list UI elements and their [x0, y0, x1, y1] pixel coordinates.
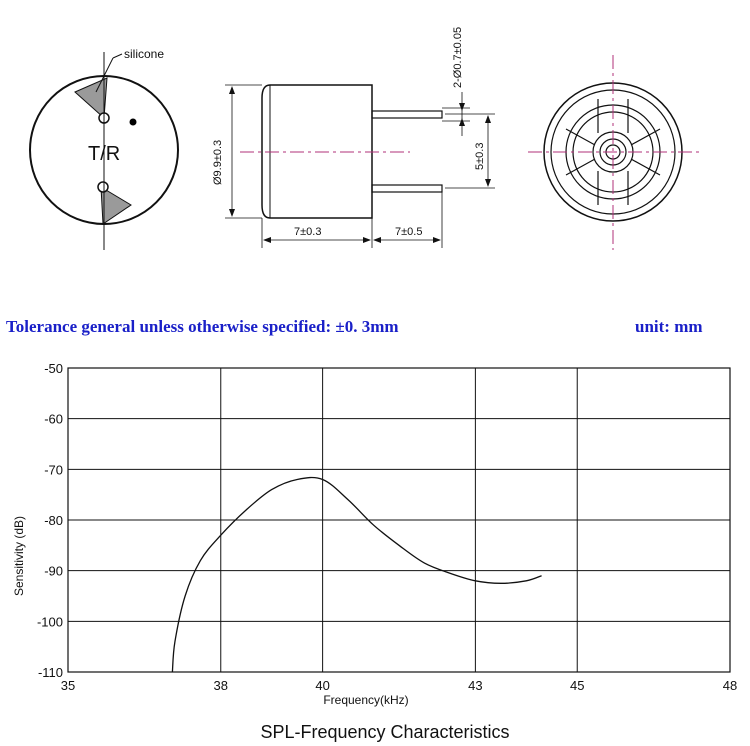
x-tick-label: 43: [468, 678, 482, 693]
tr-label: T/R: [88, 143, 120, 165]
x-axis-label: Frequency(kHz): [323, 693, 408, 707]
x-tick-label: 45: [570, 678, 584, 693]
plot-frame: [67, 367, 731, 673]
y-axis-label: Sensitivity (dB): [12, 516, 26, 596]
chart-grid: [67, 367, 731, 673]
x-tick-labels: 35 38 40 43 45 48: [61, 678, 737, 693]
x-tick-label: 35: [61, 678, 75, 693]
pin-hole-bottom: [97, 181, 109, 193]
dim-pin-spacing: 5±0.3: [474, 143, 486, 170]
y-tick-label: -100: [37, 614, 63, 629]
spl-frequency-chart: -50 -60 -70 -80 -90 -100 -110 35 38 40 43 45 48 Fre…: [12, 361, 737, 742]
dim-pin-diameter: 2-Ø0.7±0.05: [452, 27, 464, 88]
y-tick-label: -70: [44, 462, 63, 477]
y-tick-label: -50: [44, 361, 63, 376]
unit-note: unit: mm: [635, 317, 703, 336]
pin-top: [371, 110, 443, 119]
x-tick-label: 40: [315, 678, 329, 693]
silicone-label: silicone: [124, 47, 164, 61]
front-view: silicone T/R: [29, 47, 179, 250]
y-tick-label: -110: [38, 665, 63, 680]
side-view: Ø9.9±0.3 7±0.3 7±0.5 5±0.3 2-Ø0.7±0.05: [212, 27, 495, 248]
dim-body-length: 7±0.3: [294, 226, 321, 238]
silicone-wedge-top: [74, 77, 108, 120]
y-tick-label: -90: [44, 564, 63, 579]
dim-pin-length: 7±0.5: [395, 226, 422, 238]
sensitivity-curve: [171, 476, 542, 673]
y-tick-label: -80: [44, 513, 63, 528]
tolerance-note: Tolerance general unless otherwise speci…: [6, 317, 399, 336]
y-tick-labels: -50 -60 -70 -80 -90 -100 -110: [37, 361, 63, 680]
spokes: [565, 99, 661, 205]
rear-view: [528, 55, 700, 250]
x-tick-label: 38: [214, 678, 228, 693]
silicone-wedge-bottom: [100, 186, 132, 225]
polarity-dot: [129, 118, 137, 126]
y-tick-label: -60: [44, 412, 63, 427]
x-tick-label: 48: [723, 678, 737, 693]
chart-title: SPL-Frequency Characteristics: [260, 722, 509, 742]
silicone-leader: [95, 57, 114, 93]
dim-diameter: Ø9.9±0.3: [212, 140, 224, 185]
pin-bottom: [371, 184, 443, 193]
